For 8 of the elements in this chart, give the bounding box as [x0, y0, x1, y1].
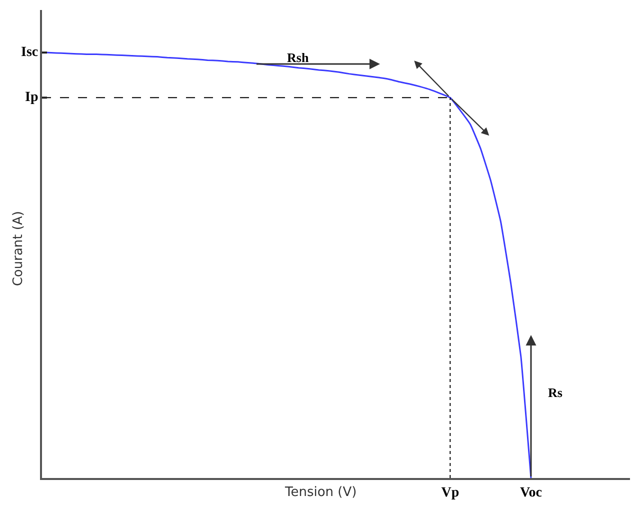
- annotation: Rs: [548, 385, 562, 400]
- x-tick-label: Vp: [441, 486, 460, 501]
- y-axis-title: Courant (A): [10, 211, 26, 286]
- x-axis-title: Tension (V): [284, 485, 357, 500]
- x-tick-label: Voc: [520, 486, 542, 501]
- text: Isc: [21, 45, 38, 60]
- annotation: Rsh: [287, 50, 310, 65]
- text: Ip: [25, 90, 38, 105]
